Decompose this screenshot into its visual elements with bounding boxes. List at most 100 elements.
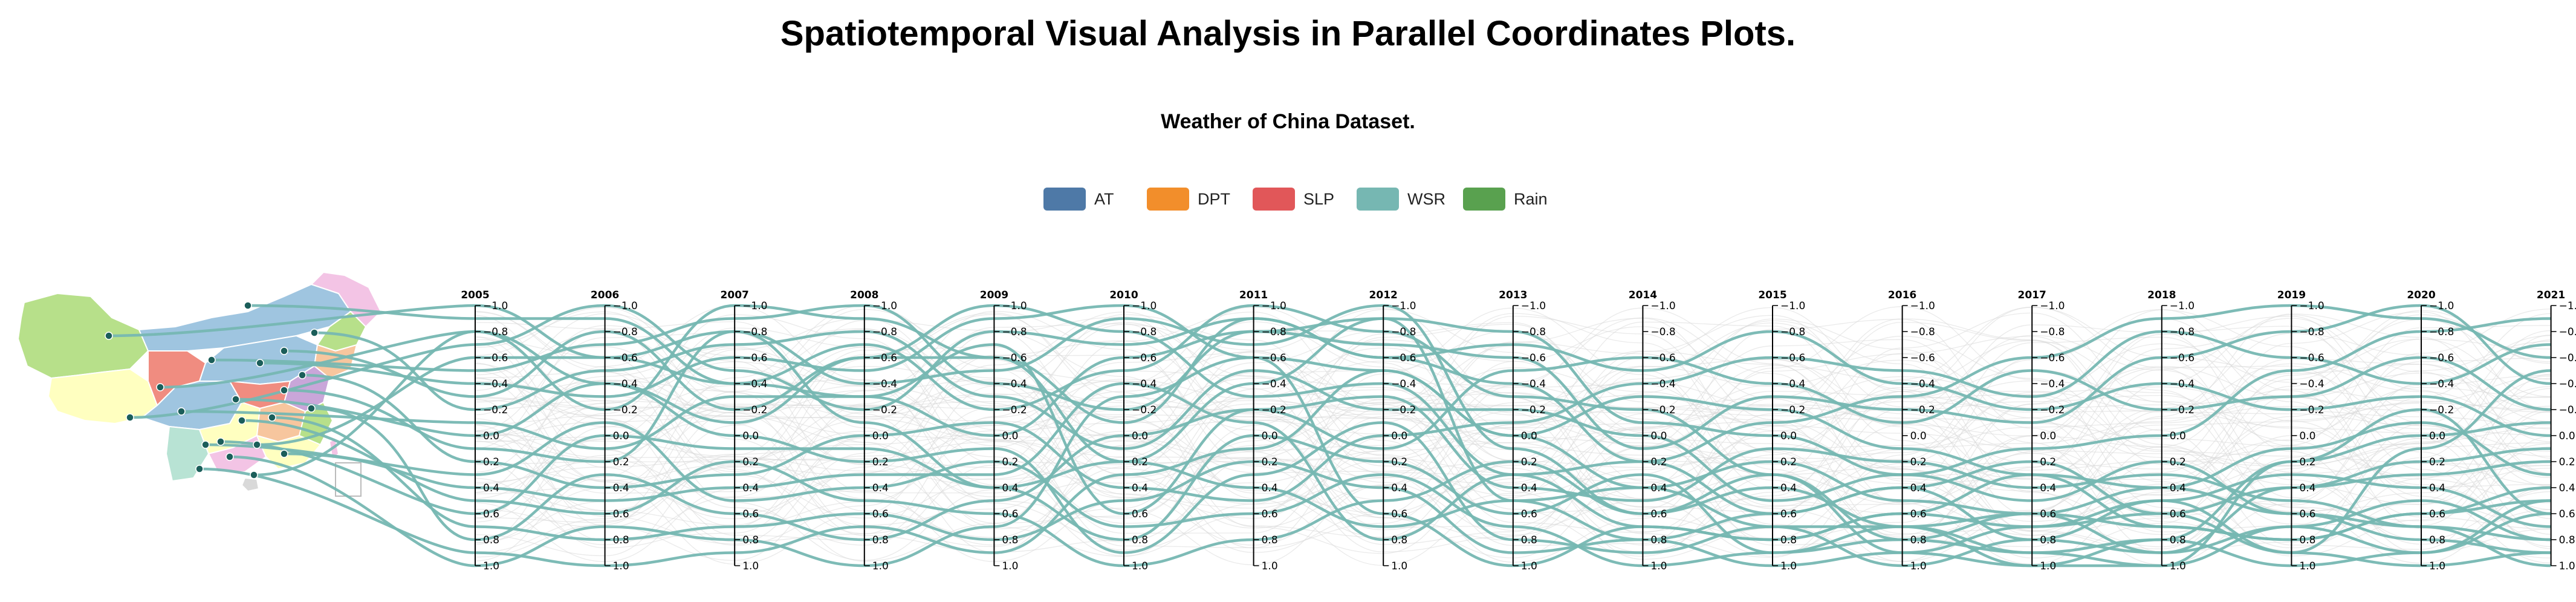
tick-label: −0.6 bbox=[2170, 352, 2195, 364]
tick-label: 1.0 bbox=[1391, 560, 1407, 572]
station-marker[interactable] bbox=[268, 413, 276, 422]
tick-label: −1.0 bbox=[613, 300, 638, 312]
axis-2008: 2008−1.0 −0.8 −0.6 −0.4 −0.2 0.0 0.2 0.4 0.6 0.8 1… bbox=[850, 289, 897, 572]
station-marker[interactable] bbox=[310, 329, 319, 337]
tick-label: 0.2 bbox=[2040, 456, 2056, 468]
tick-label: 0.4 bbox=[742, 482, 759, 494]
map-region-hainan[interactable] bbox=[241, 477, 260, 492]
axis-year-label: 2008 bbox=[850, 289, 878, 301]
axis-year-label: 2005 bbox=[461, 289, 489, 301]
tick-label: 1.0 bbox=[872, 560, 889, 572]
parallel-coordinates-chart[interactable]: 2005 −1.0 −0.8 −0.6 −0.4 −0.2 0.0 0.2 0.4 0.6 0.8 1… bbox=[0, 260, 2576, 587]
axis-year-label: 2014 bbox=[1629, 289, 1657, 301]
station-marker[interactable] bbox=[280, 386, 288, 394]
tick-label: −0.8 bbox=[613, 326, 638, 338]
tick-label: −0.2 bbox=[1262, 404, 1286, 416]
station-marker[interactable] bbox=[216, 437, 225, 446]
station-marker[interactable] bbox=[126, 413, 134, 422]
axis-2017: 2017−1.0 −0.8 −0.6 −0.4 −0.2 0.0 0.2 0.4 0.6 0.8 1… bbox=[2018, 289, 2065, 572]
axis-year-label: 2012 bbox=[1369, 289, 1398, 301]
tick-label: −0.6 bbox=[1132, 352, 1157, 364]
tick-label: −0.8 bbox=[2559, 326, 2576, 338]
series-line-station-19[interactable] bbox=[256, 317, 2551, 476]
tick-label: −0.8 bbox=[2429, 326, 2454, 338]
tick-label: 1.0 bbox=[1780, 560, 1797, 572]
tick-label: 0.0 bbox=[2170, 430, 2186, 442]
map-region-tibet[interactable] bbox=[47, 368, 158, 425]
tick-label: −0.2 bbox=[2299, 404, 2324, 416]
station-marker[interactable] bbox=[253, 440, 261, 449]
series-line-station-18[interactable] bbox=[229, 356, 2551, 568]
tick-label: −0.4 bbox=[1780, 378, 1805, 390]
tick-label: −0.4 bbox=[1391, 378, 1416, 390]
station-marker[interactable] bbox=[207, 356, 216, 364]
station-marker[interactable] bbox=[225, 453, 234, 461]
legend-swatch-slp bbox=[1253, 188, 1295, 211]
tick-label: 1.0 bbox=[1132, 560, 1148, 572]
background-line bbox=[475, 318, 2551, 558]
series-line-station-13[interactable] bbox=[205, 421, 2551, 568]
tick-label: −1.0 bbox=[2429, 300, 2454, 312]
station-markers[interactable] bbox=[105, 301, 319, 479]
tick-label: 0.8 bbox=[2040, 534, 2056, 546]
tick-label: −0.6 bbox=[1780, 352, 1805, 364]
station-marker[interactable] bbox=[244, 301, 252, 310]
tick-label: 1.0 bbox=[2299, 560, 2315, 572]
station-marker[interactable] bbox=[105, 332, 113, 340]
station-marker[interactable] bbox=[280, 347, 288, 355]
station-marker[interactable] bbox=[177, 407, 186, 416]
station-marker[interactable] bbox=[256, 359, 264, 367]
tick-label: 0.6 bbox=[742, 508, 759, 520]
station-marker[interactable] bbox=[232, 395, 240, 404]
tick-label: 0.2 bbox=[2170, 456, 2186, 468]
tick-label: 0.8 bbox=[1002, 534, 1018, 546]
tick-label: 0.4 bbox=[1521, 482, 1537, 494]
tick-label: −0.2 bbox=[2040, 404, 2065, 416]
tick-label: 0.2 bbox=[2299, 456, 2315, 468]
tick-label: −1.0 bbox=[2040, 300, 2065, 312]
tick-label: −1.0 bbox=[1391, 300, 1416, 312]
station-marker[interactable] bbox=[280, 450, 288, 458]
tick-label: 1.0 bbox=[483, 560, 499, 572]
tick-label: 0.6 bbox=[1132, 508, 1148, 520]
tick-label: −0.4 bbox=[2040, 378, 2065, 390]
tick-label: −0.6 bbox=[1002, 352, 1027, 364]
tick-label: −1.0 bbox=[872, 300, 897, 312]
series-line-station-12[interactable] bbox=[302, 330, 2551, 502]
station-marker[interactable] bbox=[298, 371, 307, 379]
map-region-inner-mongolia[interactable] bbox=[138, 283, 352, 352]
tick-label: 0.0 bbox=[1002, 430, 1018, 442]
legend-swatch-wsr bbox=[1357, 188, 1399, 211]
tick-label: −0.4 bbox=[1910, 378, 1935, 390]
station-marker[interactable] bbox=[307, 404, 316, 413]
axis-2012: 2012−1.0 −0.8 −0.6 −0.4 −0.2 0.0 0.2 0.4 0.6 0.8 1… bbox=[1369, 289, 1416, 572]
tick-label: −0.8 bbox=[2299, 326, 2324, 338]
tick-label: 0.2 bbox=[1391, 456, 1407, 468]
tick-label: −0.6 bbox=[1521, 352, 1546, 364]
axes: 2005 −1.0 −0.8 −0.6 −0.4 −0.2 0.0 0.2 0.4 0.6 0.8 1… bbox=[461, 289, 2576, 572]
tick-label: −1.0 bbox=[1780, 300, 1805, 312]
station-marker[interactable] bbox=[195, 465, 204, 473]
tick-label: −0.8 bbox=[2040, 326, 2065, 338]
series-line-station-14[interactable] bbox=[241, 419, 2551, 568]
tick-label: −1.0 bbox=[1002, 300, 1027, 312]
tick-label: 0.2 bbox=[1262, 456, 1278, 468]
legend-swatch-at bbox=[1043, 188, 1086, 211]
tick-label: 0.8 bbox=[742, 534, 759, 546]
axis-2014: 2014−1.0 −0.8 −0.6 −0.4 −0.2 0.0 0.2 0.4 0.6 0.8 1… bbox=[1629, 289, 1676, 572]
station-marker[interactable] bbox=[156, 383, 164, 391]
tick-label: −0.8 bbox=[1521, 326, 1546, 338]
tick-label: 1.0 bbox=[1521, 560, 1537, 572]
tick-label: 0.4 bbox=[1910, 482, 1927, 494]
tick-label: −0.2 bbox=[1391, 404, 1416, 416]
tick-label: −0.2 bbox=[1780, 404, 1805, 416]
station-marker[interactable] bbox=[250, 471, 258, 479]
axis-year-label: 2013 bbox=[1499, 289, 1527, 301]
background-line bbox=[475, 316, 2551, 545]
tick-label: 0.0 bbox=[1262, 430, 1278, 442]
background-line bbox=[475, 323, 2551, 545]
station-marker[interactable] bbox=[238, 416, 246, 425]
axis-year-label: 2017 bbox=[2018, 289, 2046, 301]
tick-label: 0.4 bbox=[2170, 482, 2186, 494]
station-marker[interactable] bbox=[201, 440, 210, 449]
